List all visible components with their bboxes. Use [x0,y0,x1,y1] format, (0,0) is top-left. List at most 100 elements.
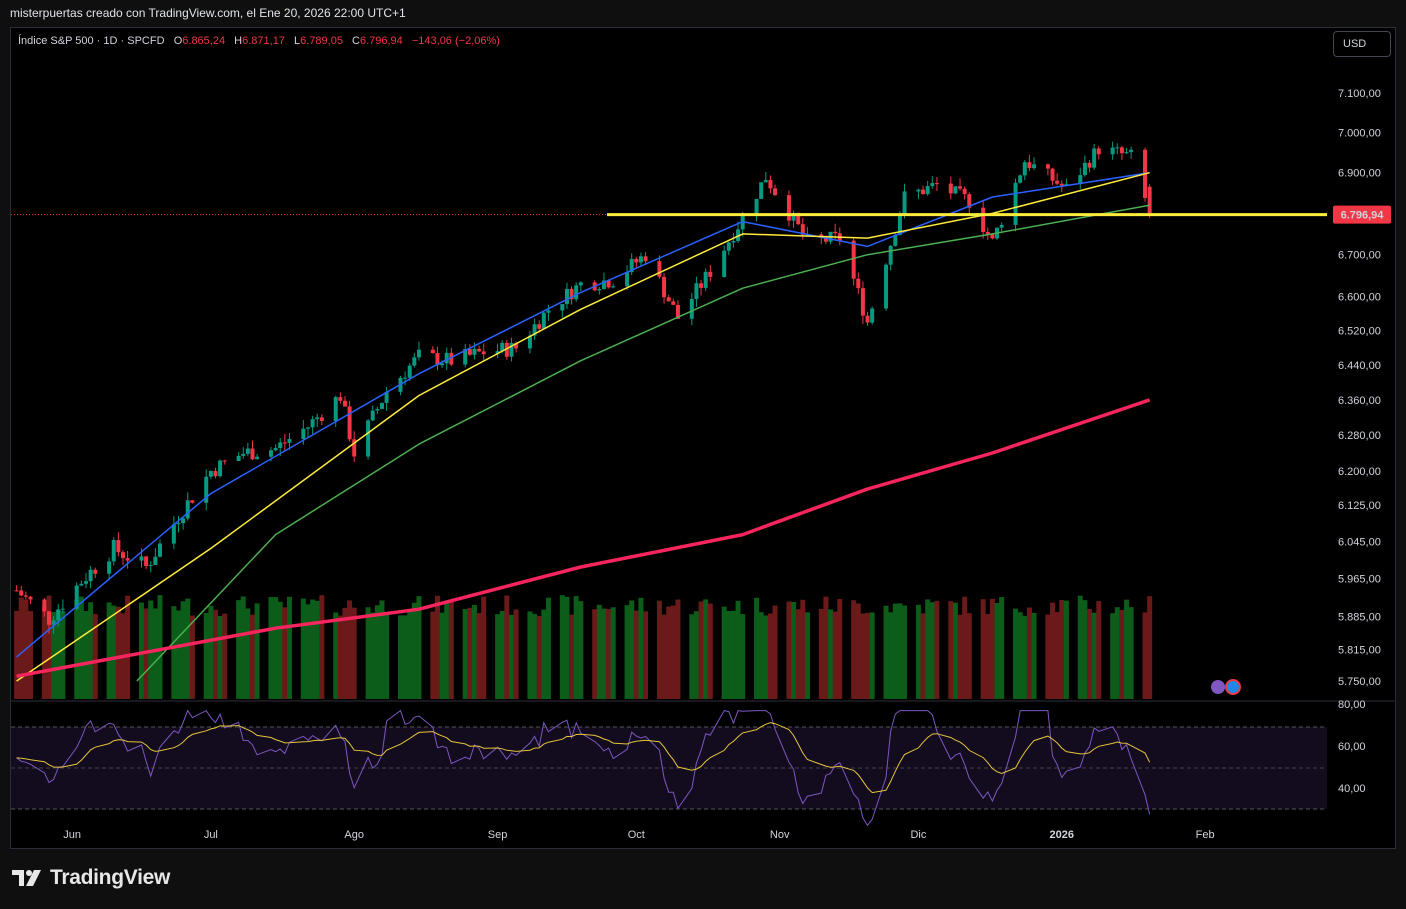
candle-body [884,264,889,309]
rsi-ma-line [16,722,1151,794]
candle-body [375,408,380,411]
volume-bar [407,611,413,699]
volume-bar [286,596,292,699]
candle-body [1055,180,1060,184]
volume-bar [189,615,195,699]
volume-bar [476,613,482,699]
candle-body [703,271,708,288]
rsi-axis-tick: 60,00 [1338,741,1366,753]
candle-body [407,365,412,378]
candle-body [342,400,347,407]
x-axis-label: Jul [204,829,218,841]
price-axis-tick: 6.360,00 [1338,395,1381,407]
candle-body [773,188,778,196]
candle-body [921,189,926,195]
volume-bar [698,601,704,699]
price-axis-tick: 6.125,00 [1338,500,1381,512]
candle-body [213,471,218,477]
currency-button[interactable]: USD [1333,31,1391,57]
volume-bar [1128,607,1134,699]
candle-body [1119,147,1124,154]
tradingview-logo[interactable]: TradingView [12,866,170,890]
last-price-label-bg [1333,205,1391,224]
candle-body [93,569,98,574]
price-axis-tick: 5.815,00 [1338,645,1381,657]
volume-bar [1063,600,1069,699]
volume-bar [860,613,866,699]
volume-bar [606,609,612,699]
volume-bar [888,612,894,699]
candle-body [315,417,320,420]
volume-bar [689,614,695,699]
candle-body [74,585,79,609]
x-axis-label: Ago [344,829,364,841]
volume-bar [254,603,260,699]
moving-averages [16,171,1151,682]
volume-bar [804,612,810,699]
volume-bar [411,602,417,699]
high-label: H [234,35,243,47]
volume-bar [504,595,510,699]
candle-body [435,353,440,366]
volume-bar [772,605,778,699]
volume-bar [157,595,163,699]
volume-bar [573,596,579,699]
volume-bar [832,611,838,699]
volume-bar [434,595,440,699]
volume-bar [370,612,376,699]
volume-bar [643,611,649,699]
candle-body [800,224,805,235]
change-value: −143,06 (−2,06%) [411,35,500,47]
moving-average-line [136,204,1150,682]
volume-bar [513,609,519,699]
candle-body [255,456,260,460]
volume-bar [693,611,699,699]
volume-bar [707,603,713,699]
volume-bar [249,614,255,699]
volume-bar [1114,607,1120,699]
volume-bar [638,597,644,699]
candle-body [1059,183,1064,186]
volume-bar [351,607,357,699]
event-badge-icon [1211,680,1225,694]
candle-body [1087,162,1092,168]
candle-body [412,357,417,366]
moving-average-line [16,398,1151,678]
price-axis-tick: 5.885,00 [1338,611,1381,623]
candle-body [675,304,680,319]
candle-body [1032,164,1037,169]
candle-body [791,212,796,221]
volume-bar [726,610,732,699]
chart-frame[interactable] [10,27,1396,849]
candle-body [282,442,287,444]
candle-body [851,240,856,279]
volume-bar [527,611,533,699]
candle-body [629,258,634,273]
volume-bar [892,603,898,699]
open-label: O [173,35,183,47]
price-axis-tick: 6.200,00 [1338,466,1381,478]
event-badge-flag-icon [1225,679,1241,695]
volume-bar [1096,601,1102,699]
ohlc-legend: Índice S&P 500 · 1D · SPCFD O6.865,24 H6… [18,35,506,47]
last-price-label: 6.796,94 [1341,210,1385,222]
volume-bar [374,605,380,699]
candle-body [204,476,209,503]
candle-body [218,460,223,477]
volume-bar [865,612,871,699]
candle-body [671,301,676,305]
close-value: 6.796,94 [359,35,403,47]
volume-bar [869,612,875,699]
volume-bar [735,600,741,699]
candles [14,141,1152,634]
candle-body [870,308,875,323]
candle-body [597,289,602,291]
candle-body [273,448,278,451]
volume-bar [416,596,422,699]
candle-body [953,186,958,194]
volume-bar [282,607,288,699]
price-axis-tick: 6.600,00 [1338,292,1381,304]
candle-body [726,242,731,251]
volume-bar [203,612,209,699]
